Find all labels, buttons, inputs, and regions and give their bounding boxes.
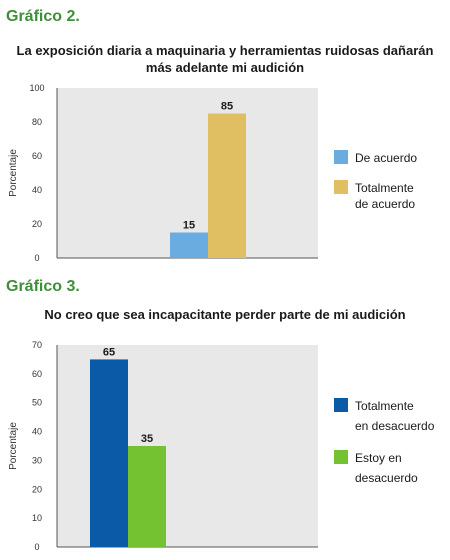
y-tick-label: 10 — [32, 513, 42, 523]
y-tick-label: 50 — [32, 398, 42, 408]
y-tick-label: 0 — [34, 253, 39, 263]
y-axis-label: Porcentaje — [8, 149, 19, 197]
chart-title: La exposición diaria a maquinaria y herr… — [0, 42, 450, 76]
y-tick-label: 30 — [32, 455, 42, 465]
legend-swatch — [334, 450, 348, 464]
legend-label: desacuerdo — [355, 471, 418, 485]
bar — [90, 359, 128, 547]
legend-label: Totalmente — [355, 181, 414, 195]
y-tick-label: 20 — [32, 219, 42, 229]
legend-swatch — [334, 398, 348, 412]
y-tick-label: 0 — [34, 542, 39, 552]
bar — [170, 232, 208, 258]
bar-value-label: 85 — [221, 101, 233, 113]
chart-title: No creo que sea incapacitante perder par… — [0, 306, 450, 323]
y-tick-label: 80 — [32, 117, 42, 127]
chart-title-line: más adelante mi audición — [145, 60, 305, 75]
bar-value-label: 35 — [141, 433, 153, 445]
bar-value-label: 65 — [103, 346, 115, 358]
chart-title-line: La exposición diaria a maquinaria y herr… — [16, 43, 434, 58]
y-tick-label: 70 — [32, 340, 42, 350]
y-tick-label: 100 — [29, 83, 44, 93]
bar — [128, 446, 166, 547]
y-tick-label: 60 — [32, 369, 42, 379]
legend-swatch — [334, 180, 348, 194]
figure-label: Gráfico 2. — [6, 8, 80, 25]
y-tick-label: 20 — [32, 484, 42, 494]
legend-label: Estoy en — [355, 451, 402, 465]
legend-label: De acuerdo — [355, 151, 417, 165]
figure-label: Gráfico 3. — [6, 278, 80, 295]
bar — [208, 113, 246, 258]
y-tick-label: 40 — [32, 185, 42, 195]
plot-area — [57, 88, 318, 258]
legend-label: de acuerdo — [355, 197, 415, 211]
legend-swatch — [334, 150, 348, 164]
bar-value-label: 15 — [183, 220, 195, 232]
y-tick-label: 60 — [32, 151, 42, 161]
y-tick-label: 40 — [32, 427, 42, 437]
legend-label: Totalmente — [355, 399, 414, 413]
chart-title-line: No creo que sea incapacitante perder par… — [44, 307, 406, 322]
y-axis-label: Porcentaje — [8, 422, 19, 470]
legend-label: en desacuerdo — [355, 419, 435, 433]
